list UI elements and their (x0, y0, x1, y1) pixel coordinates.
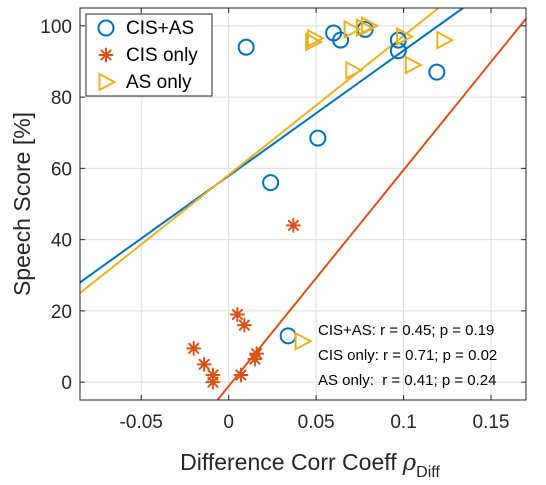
legend-label-as-only: AS only (126, 72, 192, 93)
legend-label-cis-as: CIS+AS (126, 18, 194, 39)
x-axis-label: Difference Corr Coeff ρDiff (180, 449, 440, 481)
data-point-as-only (294, 331, 313, 351)
legend: CIS+AS CIS only AS only (85, 13, 213, 97)
data-point-as-only (343, 19, 362, 40)
fit-line-cis-as (79, 7, 464, 284)
x-axis-label-text: Difference Corr Coeff (180, 449, 397, 475)
y-tick-label: 60 (51, 159, 72, 180)
stats-annotation: CIS+AS: r = 0.45; p = 0.19 CIS only: r =… (318, 322, 497, 389)
annotation-cis-as: CIS+AS: r = 0.45; p = 0.19 (318, 322, 494, 339)
data-point-cis-only (247, 351, 263, 367)
data-point-cis-as (332, 31, 350, 49)
data-point-cis-as (428, 63, 446, 81)
x-tick-label: 0.05 (298, 412, 335, 433)
data-point-cis-only (229, 306, 245, 322)
y-tick-labels: 0 20 40 60 80 100 (40, 17, 72, 394)
data-point-cis-only (236, 317, 252, 333)
data-point-cis-only (186, 340, 202, 356)
grid (80, 8, 526, 400)
legend-marker-cis-only (98, 47, 114, 63)
y-axis-label: Speech Score [%] (9, 112, 35, 296)
axis-ticks (80, 8, 526, 400)
annotation-cis-only: CIS only: r = 0.71; p = 0.02 (318, 347, 497, 364)
fit-lines (79, 7, 527, 401)
data-point-as-only (355, 17, 374, 38)
data-point-cis-only (233, 367, 249, 383)
fit-line-cis-only (216, 18, 527, 401)
legend-marker-as-only (98, 72, 117, 92)
data-point-cis-only (285, 217, 301, 233)
y-tick-label: 20 (51, 302, 72, 323)
legend-marker-cis-as (97, 19, 115, 37)
data-point-cis-as (309, 129, 327, 147)
legend-markers (97, 19, 117, 92)
x-axis-label-subscript: Diff (416, 464, 440, 481)
x-tick-label: 0 (223, 412, 234, 433)
data-point-cis-only (249, 346, 265, 362)
data-point-cis-as (262, 174, 280, 192)
data-point-as-only (306, 28, 325, 48)
x-tick-label: 0.1 (390, 412, 416, 433)
y-tick-label: 40 (51, 231, 72, 252)
plot-frame (79, 7, 527, 401)
data-point-as-only (436, 30, 455, 50)
y-tick-label: 0 (61, 373, 72, 394)
x-tick-label: -0.05 (120, 412, 163, 433)
x-tick-labels: -0.05 0 0.05 0.1 0.15 (120, 412, 510, 433)
x-tick-label: 0.15 (473, 412, 510, 433)
data-point-as-only (345, 60, 364, 81)
data-markers (186, 16, 455, 390)
data-point-as-only (305, 32, 324, 52)
fit-line-as-only (79, 7, 440, 294)
annotation-as-only: AS only: r = 0.41; p = 0.24 (318, 372, 496, 389)
data-point-cis-as (237, 38, 255, 56)
y-tick-label: 80 (51, 88, 72, 109)
legend-label-cis-only: CIS only (126, 45, 198, 66)
data-point-cis-only (205, 374, 221, 390)
x-axis-label-symbol: ρ (402, 450, 417, 476)
data-point-as-only (396, 26, 415, 47)
data-point-as-only (404, 55, 423, 75)
y-tick-label: 100 (40, 17, 72, 38)
data-point-cis-only (196, 356, 212, 372)
